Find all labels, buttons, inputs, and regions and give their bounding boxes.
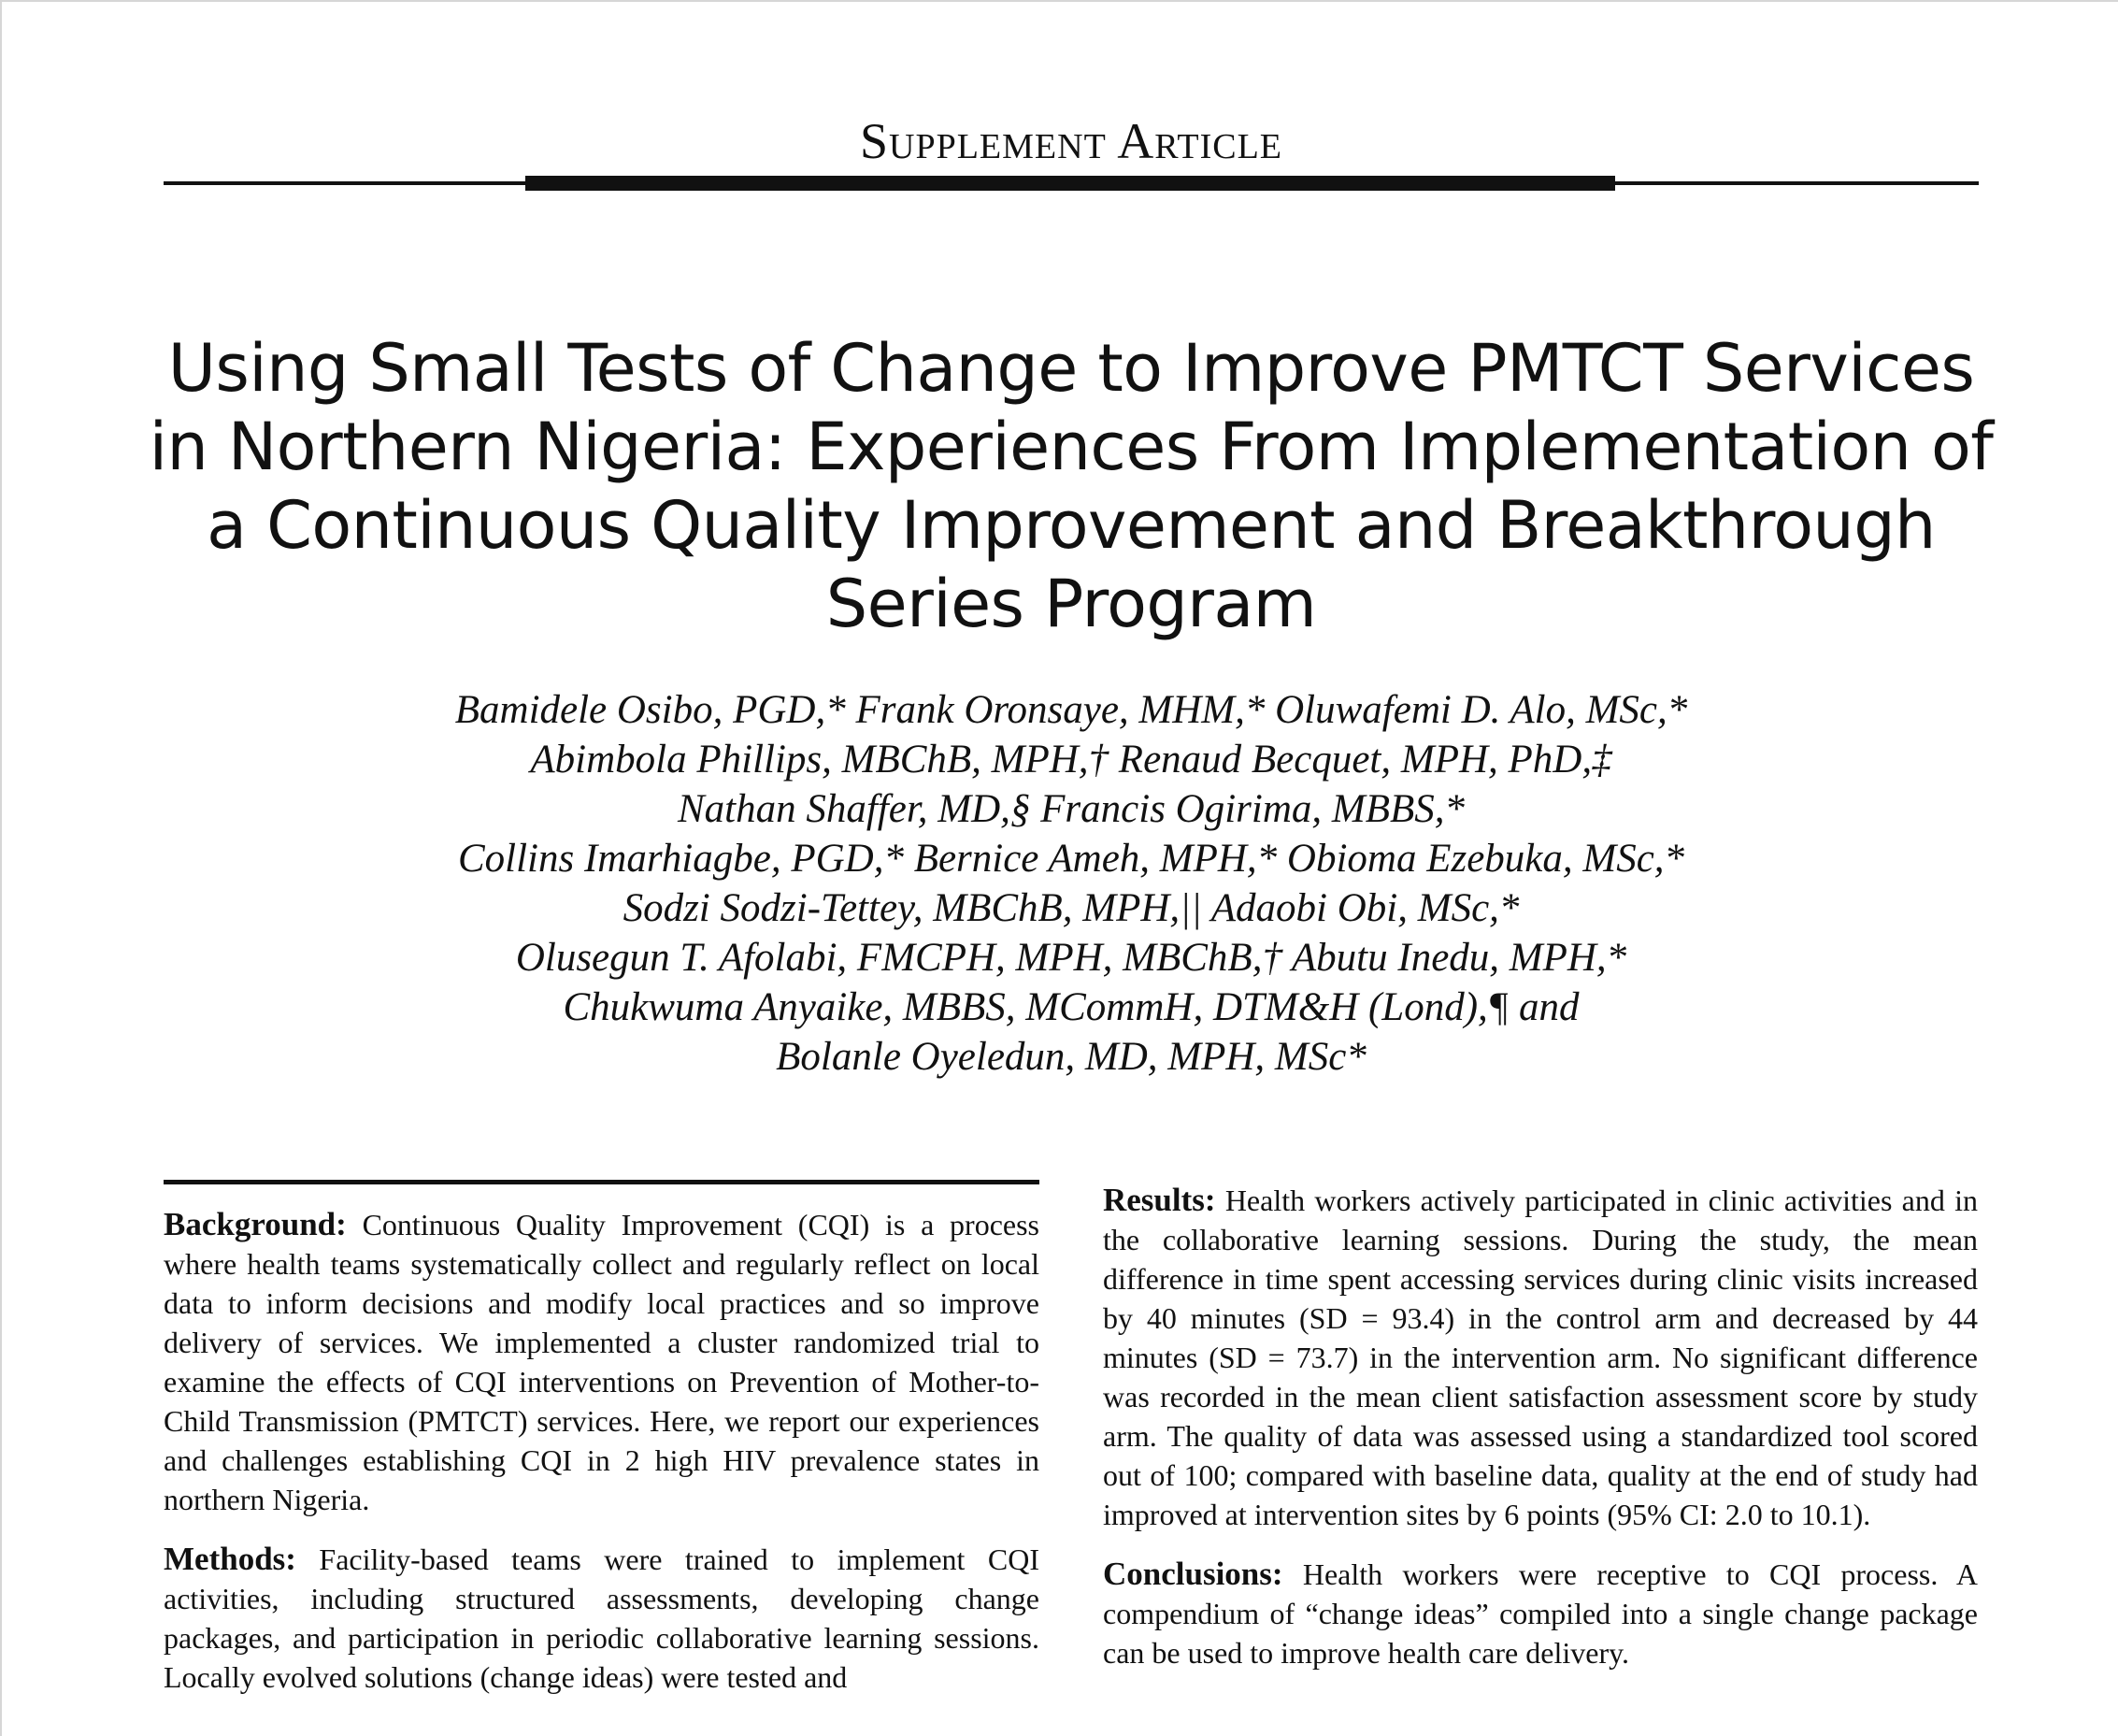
- results-heading: Results:: [1103, 1182, 1216, 1218]
- author-line: Sodzi Sodzi-Tettey, MBChB, MPH,|| Adaobi…: [623, 886, 1520, 930]
- author-line: Bamidele Osibo, PGD,* Frank Oronsaye, MH…: [454, 688, 1688, 732]
- author-line: Bolanle Oyeledun, MD, MPH, MSc*: [776, 1035, 1367, 1079]
- section-label: Supplement Article: [859, 113, 1283, 169]
- abstract-left-column: Background: Continuous Quality Improveme…: [164, 1205, 1039, 1717]
- header-rule-thick: [525, 176, 1615, 191]
- conclusions-text: Health workers were receptive to CQI pro…: [1103, 1557, 1979, 1670]
- author-list: Bamidele Osibo, PGD,* Frank Oronsaye, MH…: [140, 685, 2002, 1082]
- background-text: Continuous Quality Improvement (CQI) is …: [164, 1208, 1040, 1516]
- conclusions-heading: Conclusions:: [1103, 1556, 1283, 1592]
- author-line: Olusegun T. Afolabi, FMCPH, MPH, MBChB,†…: [515, 936, 1627, 980]
- results-text: Health workers actively participated in …: [1103, 1184, 1979, 1531]
- author-line: Abimbola Phillips, MBChB, MPH,† Renaud B…: [530, 738, 1612, 782]
- abstract-background: Background: Continuous Quality Improveme…: [164, 1205, 1039, 1519]
- abstract-right-column: Results: Health workers actively partici…: [1103, 1181, 1978, 1693]
- abstract-conclusions: Conclusions: Health workers were recepti…: [1103, 1555, 1978, 1672]
- author-line: Collins Imarhiagbe, PGD,* Bernice Ameh, …: [457, 837, 1685, 881]
- abstract-rule: [164, 1180, 1039, 1184]
- methods-text: Facility-based teams were trained to imp…: [164, 1542, 1040, 1694]
- abstract-methods: Methods: Facility-based teams were train…: [164, 1540, 1039, 1697]
- article-title: Using Small Tests of Change to Improve P…: [149, 330, 1994, 642]
- methods-heading: Methods:: [164, 1541, 296, 1577]
- background-heading: Background:: [164, 1206, 347, 1242]
- author-line: Nathan Shaffer, MD,§ Francis Ogirima, MB…: [677, 787, 1466, 831]
- author-line: Chukwuma Anyaike, MBBS, MCommH, DTM&H (L…: [563, 985, 1580, 1029]
- abstract-results: Results: Health workers actively partici…: [1103, 1181, 1978, 1534]
